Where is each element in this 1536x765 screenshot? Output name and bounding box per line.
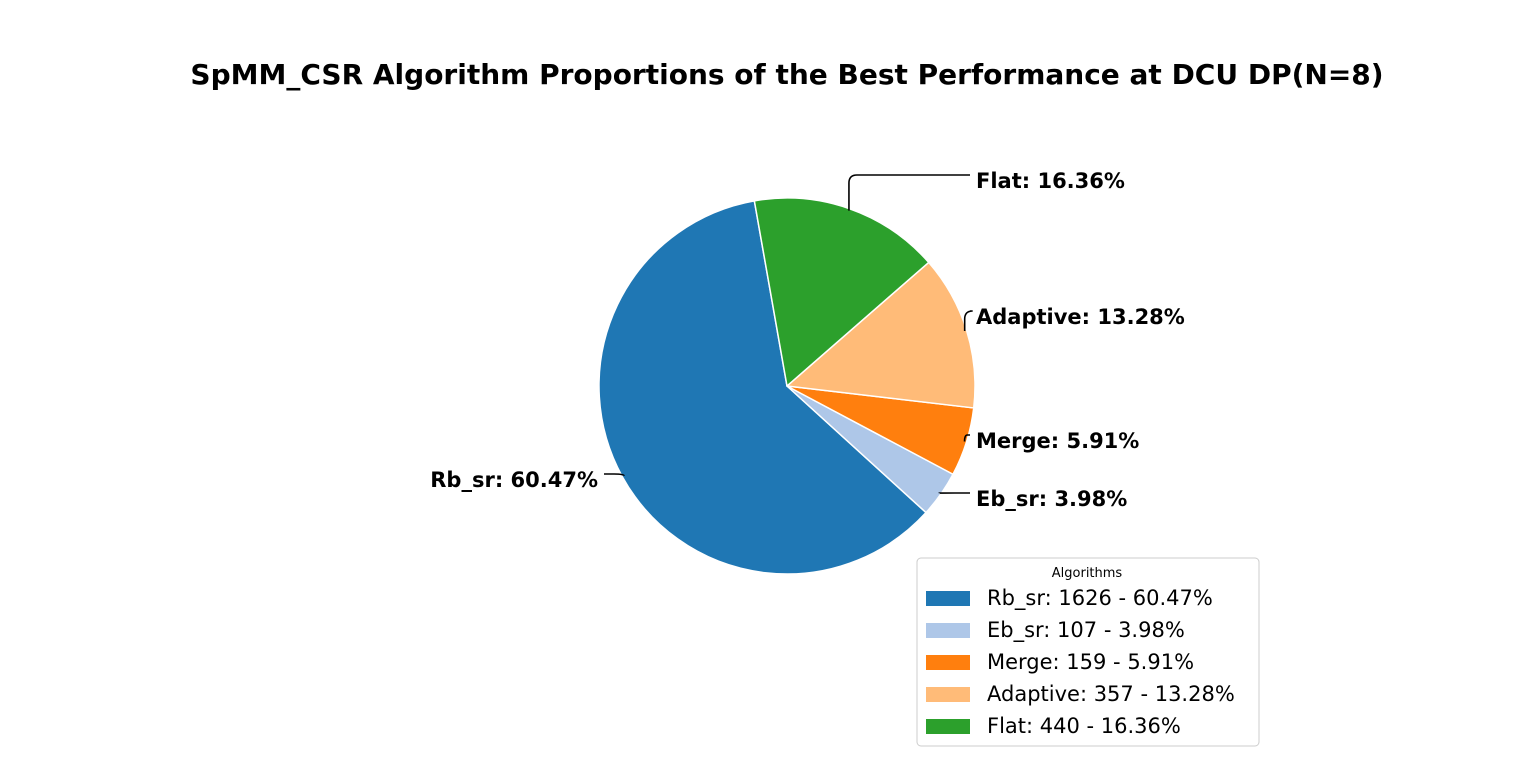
slice-labels: Rb_sr: 60.47% Eb_sr: 3.98% Merge: 5.91% Ada… — [430, 169, 1185, 511]
slice-label-eb-sr: Eb_sr: 3.98% — [976, 487, 1127, 511]
legend-label-adaptive: Adaptive: 357 - 13.28% — [987, 682, 1235, 706]
slice-label-rb-sr: Rb_sr: 60.47% — [430, 468, 598, 492]
leader-line-adaptive — [963, 310, 973, 332]
leader-line-merge — [963, 434, 970, 442]
slice-label-flat: Flat: 16.36% — [976, 169, 1125, 193]
chart-title: SpMM_CSR Algorithm Proportions of the Be… — [190, 58, 1383, 91]
pie-slice-rb-sr — [598, 200, 927, 575]
pie-wedges — [598, 197, 976, 575]
leader-line-rb-sr — [604, 473, 625, 477]
legend-swatch-rb-sr — [926, 591, 970, 606]
legend-title: Algorithms — [1052, 566, 1123, 581]
legend-label-merge: Merge: 159 - 5.91% — [987, 650, 1194, 674]
legend-label-rb-sr: Rb_sr: 1626 - 60.47% — [987, 586, 1213, 611]
leader-line-flat — [848, 174, 970, 211]
slice-label-adaptive: Adaptive: 13.28% — [976, 305, 1185, 329]
legend-swatch-eb-sr — [926, 623, 970, 638]
slice-label-merge: Merge: 5.91% — [976, 429, 1139, 453]
legend-label-flat: Flat: 440 - 16.36% — [987, 714, 1181, 738]
legend-label-eb-sr: Eb_sr: 107 - 3.98% — [987, 618, 1185, 643]
legend-swatch-flat — [926, 719, 970, 734]
legend-swatch-merge — [926, 655, 970, 670]
legend-swatch-adaptive — [926, 687, 970, 702]
legend: Algorithms Rb_sr: 1626 - 60.47% Eb_sr: 10… — [916, 557, 1260, 747]
legend-frame — [916, 557, 1260, 747]
pie-slice-adaptive — [786, 261, 976, 409]
